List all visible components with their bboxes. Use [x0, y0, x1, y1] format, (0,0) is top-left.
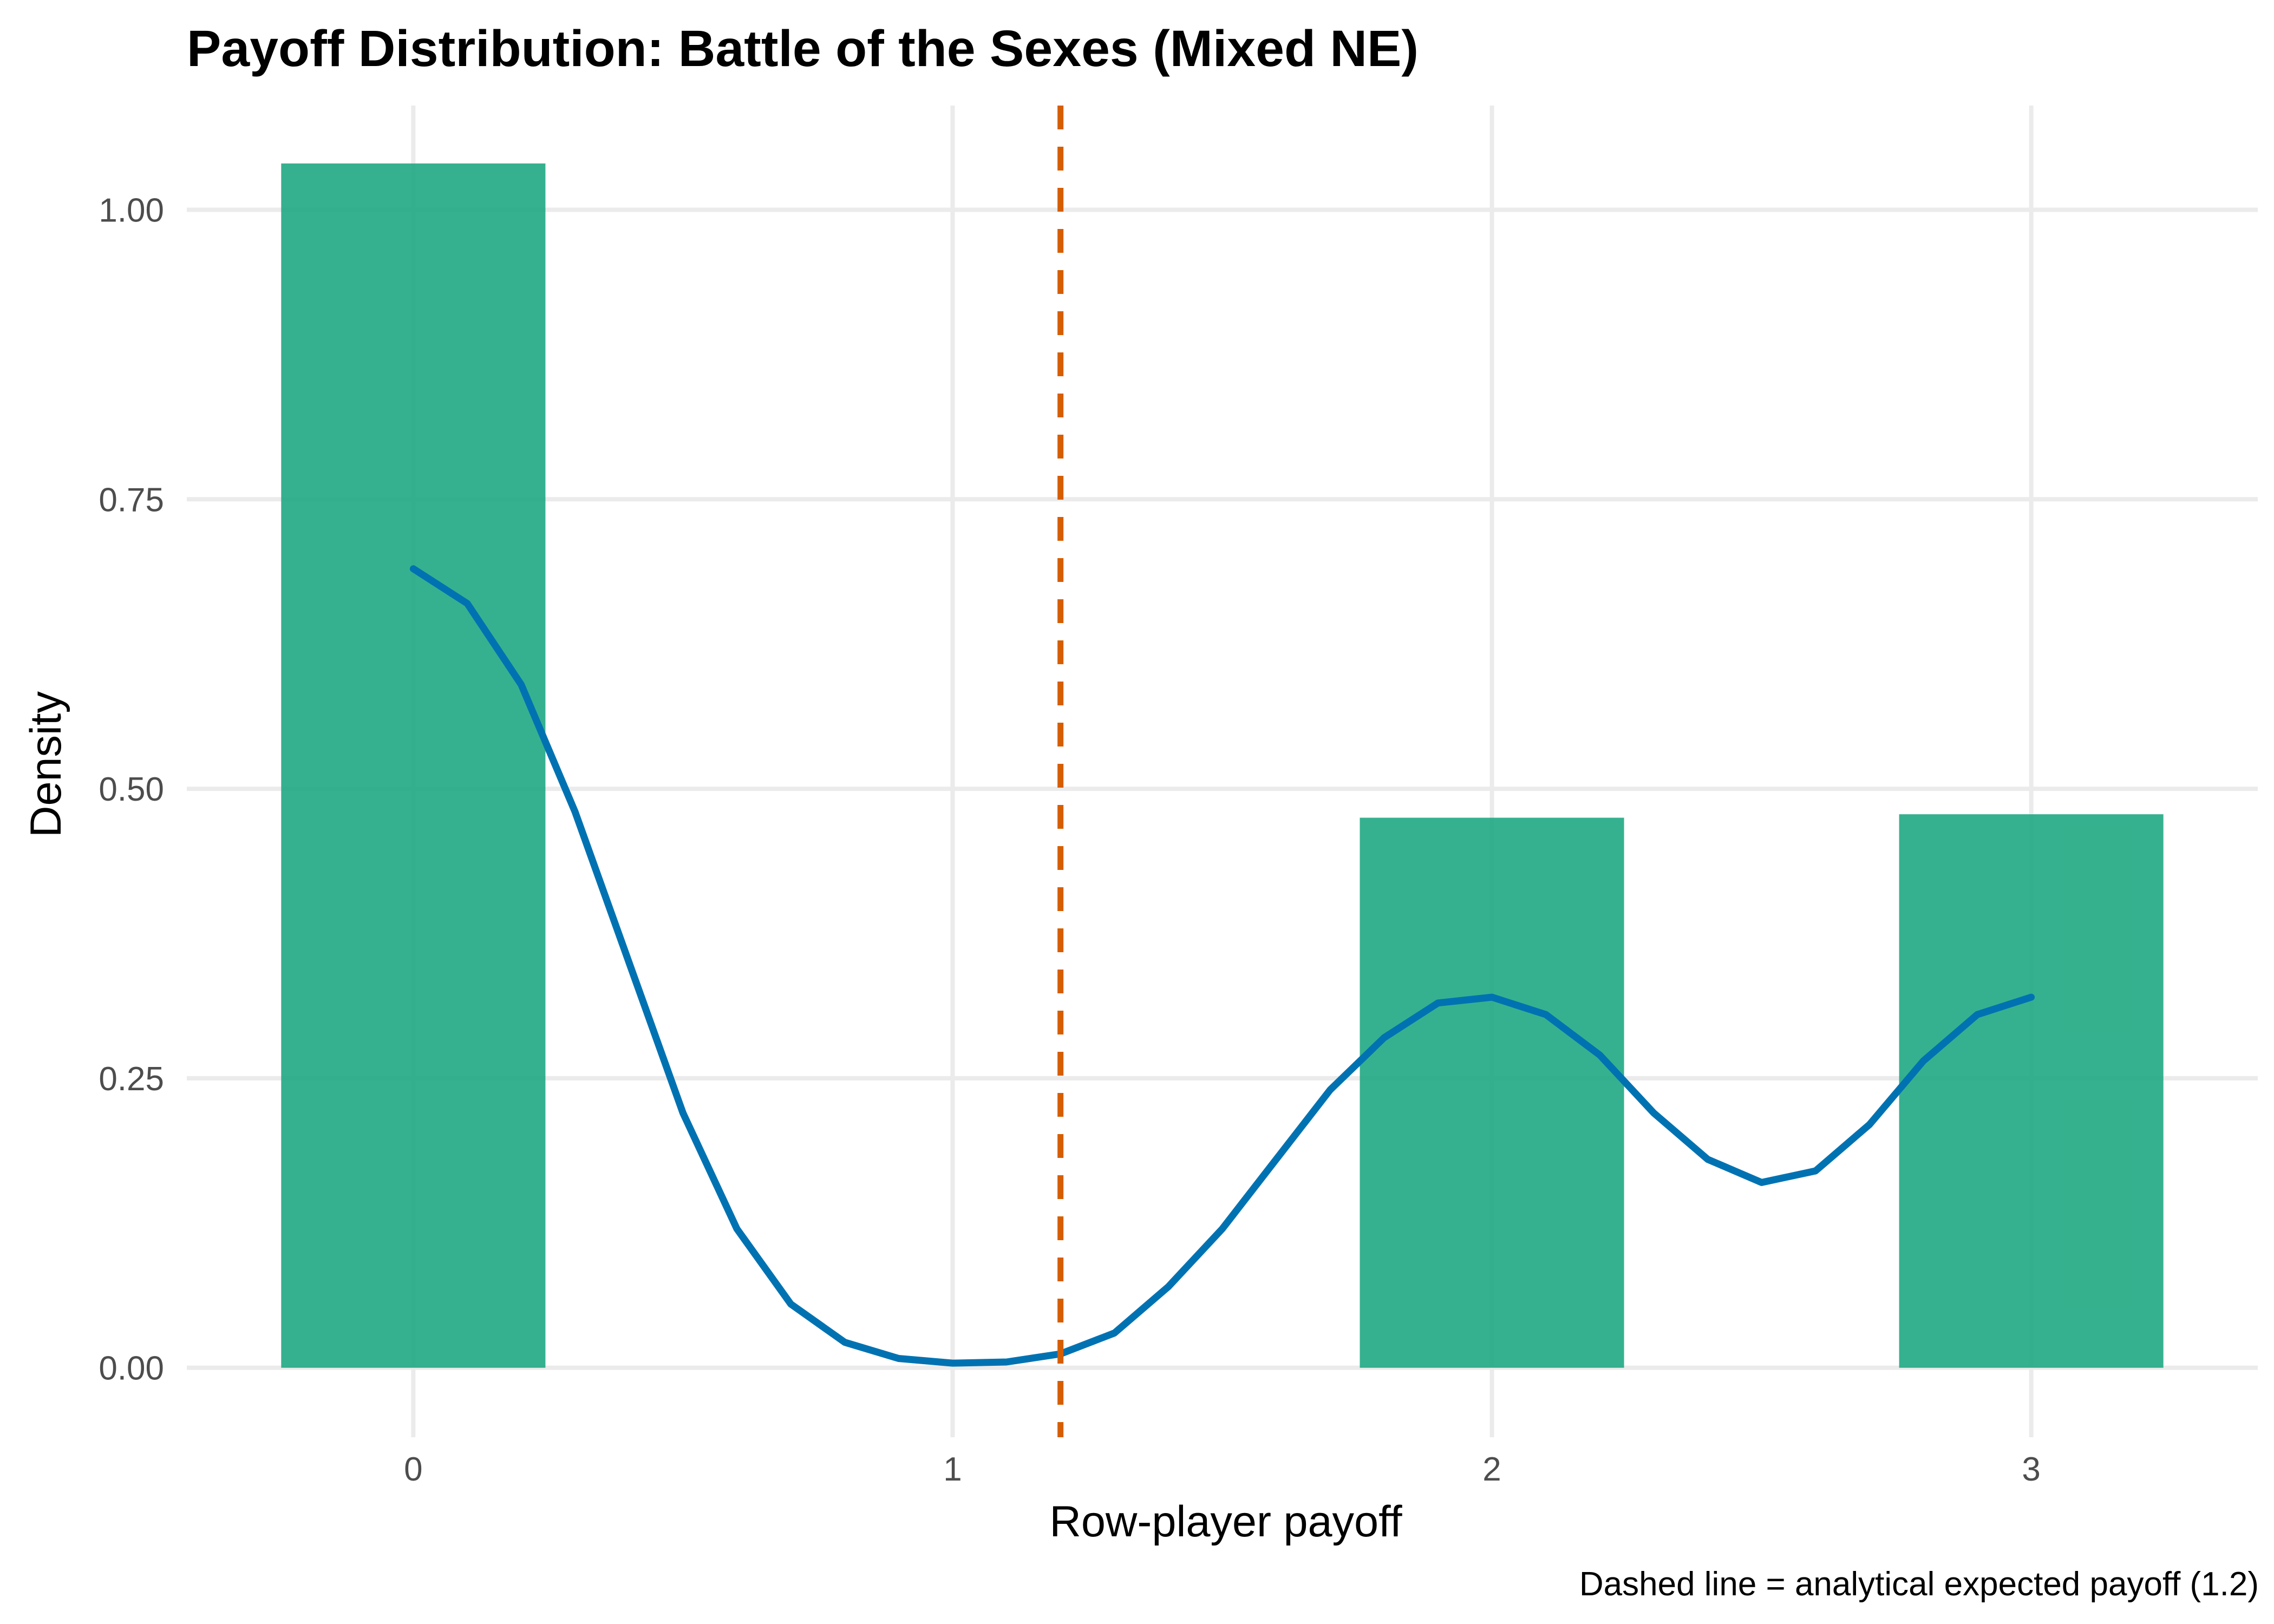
chart-caption: Dashed line = analytical expected payoff… [1579, 1566, 2259, 1603]
x-tick-label: 3 [2022, 1451, 2040, 1488]
histogram-bar [281, 163, 546, 1368]
x-tick-label: 1 [943, 1451, 962, 1488]
histogram-bar [1899, 814, 2164, 1368]
chart-title: Payoff Distribution: Battle of the Sexes… [187, 20, 1419, 77]
histogram-bar [1360, 817, 1624, 1368]
y-axis-title: Density [22, 691, 70, 837]
x-axis-ticks: 0 1 2 3 [404, 1451, 2041, 1488]
y-tick-label: 0.00 [99, 1350, 164, 1387]
y-tick-label: 0.75 [99, 481, 164, 519]
x-axis-title: Row-player payoff [1049, 1497, 1402, 1546]
histogram-bars [281, 163, 2164, 1368]
x-tick-label: 2 [1482, 1451, 1501, 1488]
density-curve [409, 565, 2035, 1367]
x-tick-label: 0 [404, 1451, 422, 1488]
y-tick-label: 0.25 [99, 1060, 164, 1098]
y-tick-label: 1.00 [99, 192, 164, 230]
density-curve-layer [409, 565, 2035, 1367]
y-axis-ticks: 0.00 0.25 0.50 0.75 1.00 [99, 192, 164, 1387]
y-tick-label: 0.50 [99, 771, 164, 808]
